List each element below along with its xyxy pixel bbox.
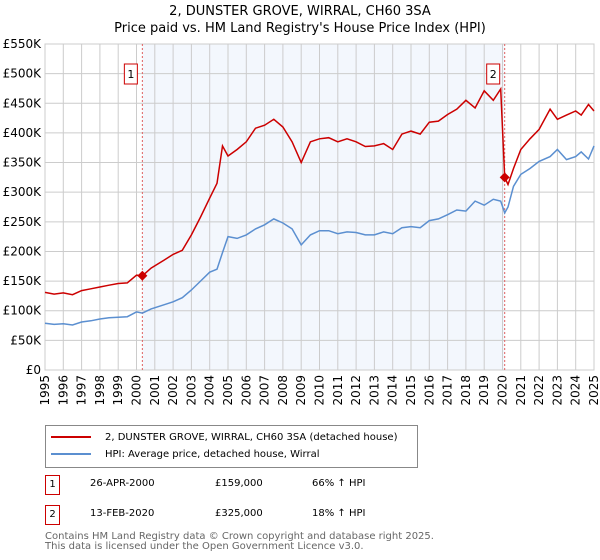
sale-label: 1 <box>127 68 134 81</box>
x-tick-label: 2001 <box>148 375 162 406</box>
x-tick-label: 2013 <box>367 375 381 406</box>
sale-price: £159,000 <box>215 478 263 489</box>
y-tick-label: £0 <box>26 363 41 377</box>
x-tick-label: 2003 <box>184 375 198 406</box>
chart-subtitle: Price paid vs. HM Land Registry's House … <box>114 21 486 36</box>
sale-price: £325,000 <box>215 508 263 519</box>
y-tick-label: £50K <box>10 333 42 347</box>
x-tick-label: 2025 <box>587 375 600 406</box>
sale-marker <box>499 172 510 183</box>
sale-label-box <box>123 63 138 85</box>
x-tick-label: 2011 <box>331 375 345 406</box>
chart-title: 2, DUNSTER GROVE, WIRRAL, CH60 3SA <box>169 4 431 19</box>
x-tick-label: 2014 <box>386 375 400 406</box>
x-tick-label: 1996 <box>56 375 70 406</box>
x-tick-label: 2000 <box>130 375 144 406</box>
x-tick-label: 2012 <box>349 375 363 406</box>
y-tick-label: £300K <box>3 185 43 199</box>
sale-marker <box>137 270 148 281</box>
x-tick-label: 2007 <box>258 375 272 406</box>
x-tick-label: 2005 <box>221 375 235 406</box>
x-tick-label: 2020 <box>496 375 510 406</box>
x-tick-label: 2017 <box>441 375 455 406</box>
y-tick-label: £450K <box>3 96 43 110</box>
shaded-ownership-period <box>142 44 505 370</box>
footer-licence: This data is licensed under the Open Gov… <box>45 541 364 552</box>
y-tick-label: £350K <box>3 156 43 170</box>
y-tick-label: £400K <box>3 126 43 140</box>
x-tick-label: 2023 <box>550 375 564 406</box>
legend-label: HPI: Average price, detached house, Wirr… <box>105 448 320 460</box>
x-tick-label: 2015 <box>404 375 418 406</box>
x-tick-label: 2022 <box>532 375 546 406</box>
legend-label: 2, DUNSTER GROVE, WIRRAL, CH60 3SA (deta… <box>105 431 398 443</box>
x-tick-label: 1997 <box>75 375 89 406</box>
legend-item-hpi: HPI: Average price, detached house, Wirr… <box>46 446 320 462</box>
x-tick-label: 2016 <box>422 375 436 406</box>
sale-hpi-change: 18% ↑ HPI <box>312 508 366 519</box>
sale-row-2: 2 13-FEB-2020 £325,000 18% ↑ HPI <box>45 505 445 525</box>
x-tick-label: 2019 <box>477 375 491 406</box>
x-tick-label: 1998 <box>93 375 107 406</box>
y-tick-label: £250K <box>3 215 43 229</box>
y-tick-label: £150K <box>3 274 43 288</box>
sale-date: 26-APR-2000 <box>90 478 155 489</box>
y-tick-label: £550K <box>3 37 43 51</box>
sale-number-badge: 1 <box>45 475 60 495</box>
x-tick-label: 2018 <box>459 375 473 406</box>
sale-number-badge: 2 <box>45 505 60 525</box>
x-tick-label: 2024 <box>569 375 583 406</box>
x-tick-label: 1999 <box>111 375 125 406</box>
legend-swatch-blue <box>51 453 91 455</box>
y-tick-label: £200K <box>3 244 43 258</box>
sale-label-box <box>486 63 501 85</box>
x-tick-label: 2009 <box>294 375 308 406</box>
sale-label: 2 <box>490 68 497 81</box>
plot-border <box>44 43 595 371</box>
x-tick-label: 2021 <box>514 375 528 406</box>
x-tick-label: 2008 <box>276 375 290 406</box>
sale-row-1: 1 26-APR-2000 £159,000 66% ↑ HPI <box>45 475 445 495</box>
y-tick-label: £500K <box>3 67 43 81</box>
legend-swatch-red <box>51 436 91 438</box>
legend-item-property: 2, DUNSTER GROVE, WIRRAL, CH60 3SA (deta… <box>46 429 397 445</box>
footer-copyright: Contains HM Land Registry data © Crown c… <box>45 531 434 542</box>
x-tick-label: 2006 <box>239 375 253 406</box>
x-tick-label: 2010 <box>313 375 327 406</box>
price-chart: £0 £50K £100K £150K £200K £250K £300K £350K £400… <box>3 37 600 406</box>
legend: 2, DUNSTER GROVE, WIRRAL, CH60 3SA (deta… <box>45 425 418 468</box>
x-tick-label: 2002 <box>166 375 180 406</box>
x-tick-label: 2004 <box>203 375 217 406</box>
series-line <box>44 145 595 326</box>
sale-hpi-change: 66% ↑ HPI <box>312 478 366 489</box>
x-tick-label: 1995 <box>38 375 52 406</box>
y-tick-label: £100K <box>3 304 43 318</box>
sale-date: 13-FEB-2020 <box>90 508 155 519</box>
